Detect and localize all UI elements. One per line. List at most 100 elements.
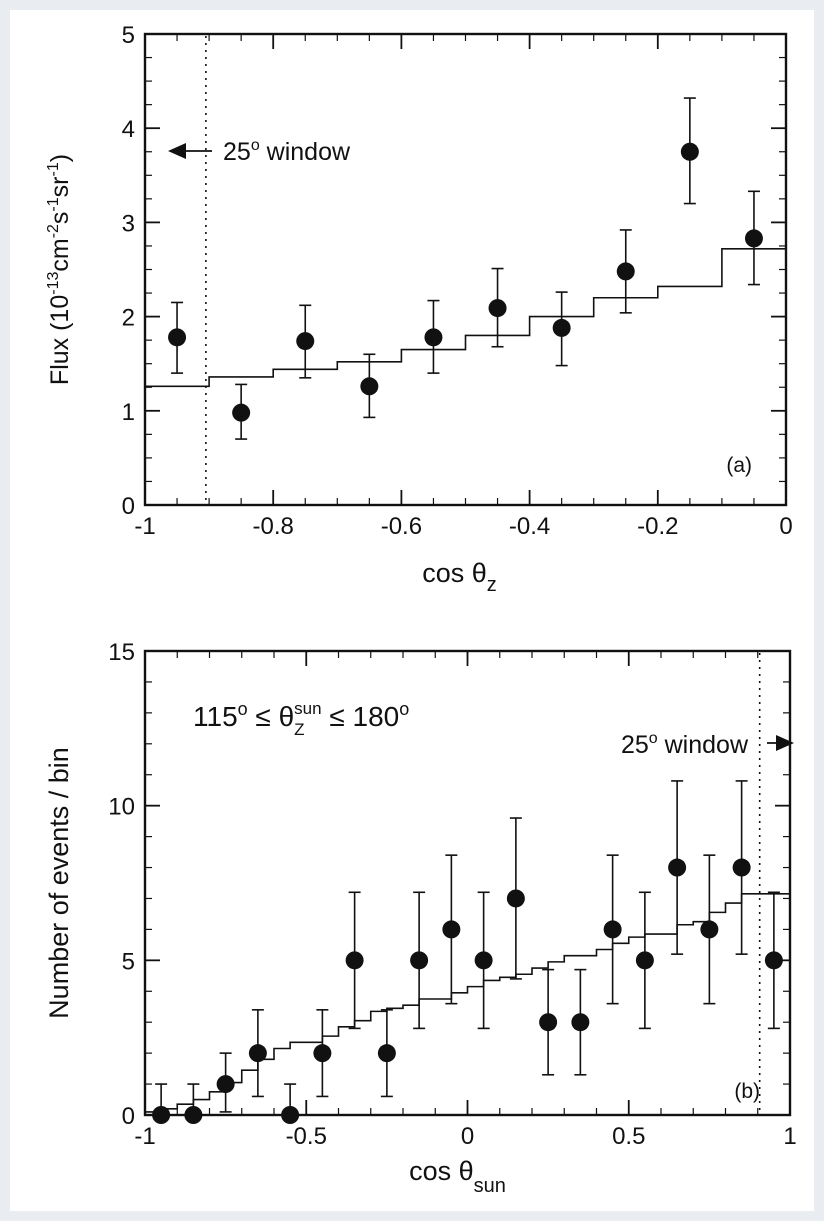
data-marker xyxy=(552,318,571,337)
window-label-word: window xyxy=(260,138,351,166)
data-marker xyxy=(216,1075,235,1094)
data-marker xyxy=(603,920,622,939)
y-label-exp-2: -2 xyxy=(45,224,62,238)
data-point xyxy=(360,353,379,419)
panel-b-expectation-step-line xyxy=(145,893,791,1113)
data-marker xyxy=(764,951,783,970)
window-label-number: 25 xyxy=(223,138,251,166)
x-tick-label: 1 xyxy=(783,1123,796,1150)
data-point xyxy=(700,854,719,1005)
data-marker xyxy=(442,920,461,939)
x-tick-label: -1 xyxy=(134,1123,155,1150)
annotation-degree-1: o xyxy=(238,699,248,719)
data-marker xyxy=(248,1044,267,1063)
x-tick-label: 0 xyxy=(779,513,792,540)
panel-a-y-tick-labels: 0 1 2 3 4 5 xyxy=(122,22,135,520)
data-point xyxy=(506,817,525,980)
panel-b-window-label: 25o window xyxy=(621,730,749,759)
annotation-theta: ≤ θ xyxy=(248,701,295,732)
data-point xyxy=(296,304,315,379)
panel-a-data-points xyxy=(168,97,763,440)
data-marker xyxy=(571,1013,590,1032)
panel-b-x-tick-labels: -1 -0.5 0 0.5 1 xyxy=(134,1123,796,1150)
data-marker xyxy=(668,858,687,877)
x-label-main: cos θ xyxy=(409,1156,474,1186)
y-tick-label: 3 xyxy=(122,210,135,237)
y-tick-label: 15 xyxy=(108,639,135,666)
data-point xyxy=(410,891,429,1030)
window-label-degree: o xyxy=(649,730,658,747)
data-marker xyxy=(680,142,699,161)
y-label-close: ) xyxy=(46,154,74,162)
x-label-main: cos θ xyxy=(422,558,487,588)
x-tick-label: -0.8 xyxy=(253,513,294,540)
panel-b-minor-ticks xyxy=(144,650,791,1116)
annotation-z-subscript: Z xyxy=(294,720,304,739)
y-label-s: s xyxy=(46,212,74,225)
data-marker xyxy=(410,951,429,970)
data-point xyxy=(668,780,687,955)
panel-b-window-arrowhead xyxy=(776,735,794,751)
data-marker xyxy=(424,328,443,347)
data-marker xyxy=(296,332,315,351)
data-point xyxy=(232,383,251,440)
data-marker xyxy=(345,951,364,970)
data-point xyxy=(616,229,635,314)
y-tick-label: 4 xyxy=(122,116,135,143)
y-tick-label: 5 xyxy=(122,22,135,49)
panel-b-label: (b) xyxy=(734,1080,760,1103)
data-point xyxy=(281,1083,300,1124)
y-label-exp-1b: -1 xyxy=(45,162,62,176)
data-marker xyxy=(313,1044,332,1063)
window-label-number: 25 xyxy=(621,731,649,759)
data-marker xyxy=(744,229,763,248)
data-point xyxy=(635,891,654,1030)
panel-a-window-label: 25o window xyxy=(223,137,351,166)
y-tick-label: 5 xyxy=(122,948,135,975)
x-tick-label: 0.5 xyxy=(612,1123,645,1150)
panel-a-expectation-step-line xyxy=(145,203,787,388)
data-point xyxy=(345,891,364,1030)
data-point xyxy=(424,299,443,374)
window-label-degree: o xyxy=(251,137,260,154)
data-marker xyxy=(700,920,719,939)
data-marker xyxy=(488,299,507,318)
data-point xyxy=(744,190,763,286)
panel-a-plot-frame xyxy=(143,32,788,507)
y-tick-label: 2 xyxy=(122,305,135,332)
panel-b-angle-range-annotation: 115o ≤ θsun Z ≤ 180o xyxy=(193,699,409,739)
data-point xyxy=(442,854,461,1005)
data-point xyxy=(571,968,590,1076)
panel-b-major-ticks xyxy=(144,650,791,1116)
data-point xyxy=(474,891,493,1030)
data-marker xyxy=(377,1044,396,1063)
annotation-sun-superscript: sun xyxy=(294,699,321,718)
x-tick-label: 0 xyxy=(461,1123,474,1150)
annotation-180: ≤ 180 xyxy=(322,701,400,732)
panel-b-x-axis-label: cos θsun xyxy=(409,1156,506,1197)
panel-b-plot-frame xyxy=(143,649,792,1117)
y-label-exp-13: -13 xyxy=(45,272,62,295)
y-label-exp-1a: -1 xyxy=(45,197,62,211)
x-tick-label: -1 xyxy=(134,513,155,540)
y-tick-label: 10 xyxy=(108,794,135,821)
data-marker xyxy=(360,377,379,396)
data-point xyxy=(152,1083,171,1124)
x-tick-label: -0.2 xyxy=(637,513,678,540)
x-tick-label: -0.6 xyxy=(381,513,422,540)
data-point xyxy=(377,1009,396,1098)
panel-b-data-points xyxy=(152,780,783,1124)
data-marker xyxy=(168,328,187,347)
data-point xyxy=(552,291,571,367)
panel-b-window-annotation: 25o window xyxy=(621,730,794,759)
data-point xyxy=(216,1052,235,1113)
panel-b-y-tick-labels: 0 5 10 15 xyxy=(108,639,135,1130)
x-label-subscript: z xyxy=(487,574,497,596)
data-marker xyxy=(539,1013,558,1032)
panel-a-x-axis-label: cos θz xyxy=(422,558,497,596)
y-tick-label: 1 xyxy=(122,399,135,426)
data-point xyxy=(732,780,751,955)
data-point xyxy=(248,1009,267,1098)
